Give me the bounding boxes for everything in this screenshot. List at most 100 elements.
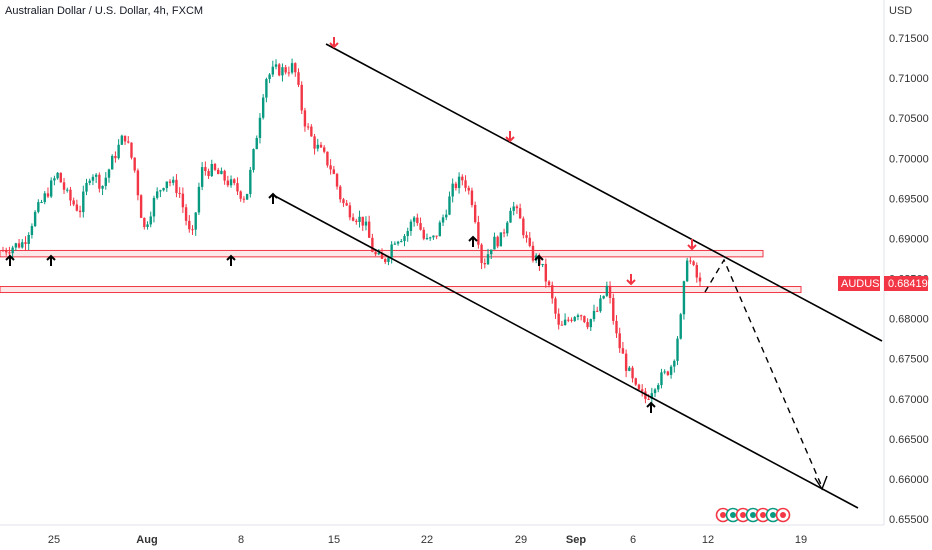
candle-body	[210, 163, 213, 177]
time-axis[interactable]: 25 Aug 8 15 22 29 Sep 6 12 19	[48, 534, 807, 546]
event-icons[interactable]	[715, 507, 791, 523]
time-tick-label: 12	[702, 534, 714, 546]
candle-body	[290, 63, 294, 73]
candle-body	[149, 216, 152, 225]
candle-body	[313, 136, 316, 149]
candle-body	[666, 371, 670, 375]
pattern-icon[interactable]	[735, 507, 751, 523]
candle-body	[583, 315, 586, 323]
candle-body	[178, 192, 181, 194]
candle-body	[284, 67, 287, 73]
candle-body	[5, 250, 8, 253]
candle-body	[172, 179, 175, 183]
plot-area[interactable]	[0, 0, 884, 525]
candle-body	[438, 222, 442, 237]
time-tick-label: 8	[238, 534, 244, 546]
candle-body	[345, 203, 348, 206]
price-tick-label: 0.70500	[889, 113, 929, 125]
pattern-icon[interactable]	[775, 507, 791, 523]
candle-body	[676, 338, 679, 361]
candle-body	[602, 295, 605, 299]
candle-body	[104, 177, 107, 186]
candle-body	[82, 191, 85, 213]
candle-body	[188, 220, 191, 230]
candle-body	[470, 190, 474, 205]
candle-body	[451, 183, 454, 197]
time-tick-label: 19	[795, 534, 807, 546]
candle-body	[685, 260, 689, 282]
candle-body	[123, 135, 127, 142]
candle-body	[419, 223, 422, 230]
candle-body	[637, 384, 641, 390]
up-arrow-head	[468, 235, 478, 242]
icon-dot	[760, 512, 766, 518]
candle-body	[175, 179, 178, 193]
candle-body	[130, 142, 133, 158]
price-tick-label: 0.67500	[889, 354, 929, 366]
candle-body	[120, 135, 124, 145]
candle-body	[525, 235, 528, 238]
candle-body	[467, 187, 470, 191]
candle-body	[502, 232, 506, 234]
candle-body	[592, 310, 596, 320]
up-arrow-head	[226, 254, 236, 261]
candle-body	[377, 252, 381, 255]
candle-body	[143, 217, 146, 227]
down-arrow-head	[505, 136, 515, 143]
candle-body	[117, 144, 120, 159]
candle-body	[692, 261, 695, 266]
candle-body	[589, 319, 592, 328]
candle-body	[200, 167, 204, 187]
pattern-icon[interactable]	[715, 507, 731, 523]
candle-body	[252, 149, 255, 170]
candle-body	[432, 235, 435, 238]
candle-body	[303, 110, 307, 127]
price-tick-label: 0.68000	[889, 314, 929, 326]
candle-body	[448, 196, 451, 215]
candle-body	[300, 84, 303, 111]
candle-body	[695, 265, 698, 278]
candle-body	[698, 277, 702, 282]
currency-label: USD	[889, 5, 912, 17]
pattern-icon[interactable]	[755, 507, 771, 523]
time-tick-label: 15	[328, 534, 340, 546]
candle-body	[650, 393, 654, 399]
candle-body	[644, 391, 647, 399]
candle-body	[531, 245, 535, 261]
time-tick-label: 22	[421, 534, 433, 546]
price-tag-symbol: AUDUSD	[841, 278, 888, 290]
candle-body	[233, 179, 236, 184]
candle-body	[570, 319, 573, 321]
candle-body	[265, 79, 268, 98]
pattern-icon[interactable]	[745, 507, 761, 523]
resistance-zone	[0, 286, 802, 294]
candle-body	[361, 216, 364, 226]
icon-dot	[770, 512, 776, 518]
candle-body	[518, 208, 522, 219]
candle-body	[689, 260, 692, 262]
down-arrow-head	[329, 42, 339, 49]
candle-body	[663, 371, 666, 373]
candle-body	[477, 222, 480, 245]
candle-body	[544, 263, 548, 282]
candle-body	[56, 172, 59, 179]
candle-body	[184, 207, 188, 221]
candle-body	[528, 237, 531, 246]
candle-body	[191, 229, 194, 231]
price-tick-label: 0.67000	[889, 394, 929, 406]
candle-body	[165, 181, 169, 189]
candle-body	[168, 181, 172, 183]
candle-body	[27, 234, 30, 244]
candle-body	[390, 244, 393, 258]
candle-body	[400, 241, 403, 243]
candle-body	[274, 64, 278, 67]
candle-body	[17, 243, 21, 248]
candle-body	[43, 193, 46, 203]
candle-body	[579, 315, 583, 317]
candle-body	[596, 310, 599, 312]
icon-dot	[720, 512, 726, 518]
candle-body	[499, 232, 503, 247]
candle-body	[223, 170, 226, 181]
candle-body	[506, 222, 509, 234]
candle-body	[278, 64, 281, 76]
